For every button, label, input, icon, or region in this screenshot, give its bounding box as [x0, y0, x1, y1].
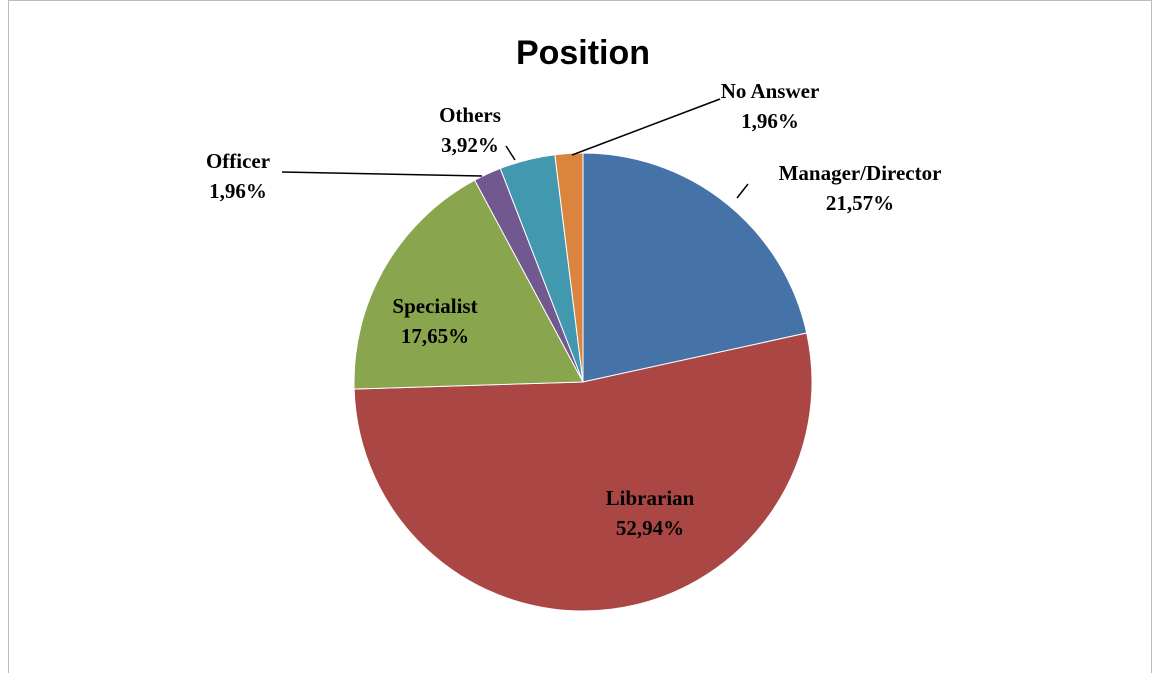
slice-value-label: 3,92% [441, 133, 499, 157]
slice-value-label: 52,94% [616, 516, 684, 540]
slice-value-label: 1,96% [209, 179, 267, 203]
slice-label: Others [439, 103, 501, 127]
slice-value-label: 1,96% [741, 109, 799, 133]
pie-slice [353, 179, 584, 390]
slice-label: Officer [206, 149, 270, 173]
slice-label: Specialist [392, 294, 477, 318]
pie-slice [582, 152, 808, 383]
leader-line [505, 145, 516, 161]
slice-label: No Answer [721, 79, 820, 103]
slice-value-label: 17,65% [401, 324, 469, 348]
slice-label: Librarian [606, 486, 695, 510]
leader-line [736, 183, 749, 199]
pie-slice [554, 152, 584, 383]
chart-title: Position [516, 34, 650, 72]
slice-label: Manager/Director [779, 161, 942, 185]
leader-line [281, 171, 483, 177]
pie-slice [353, 332, 813, 612]
leader-line [571, 98, 721, 156]
slice-value-label: 21,57% [826, 191, 894, 215]
